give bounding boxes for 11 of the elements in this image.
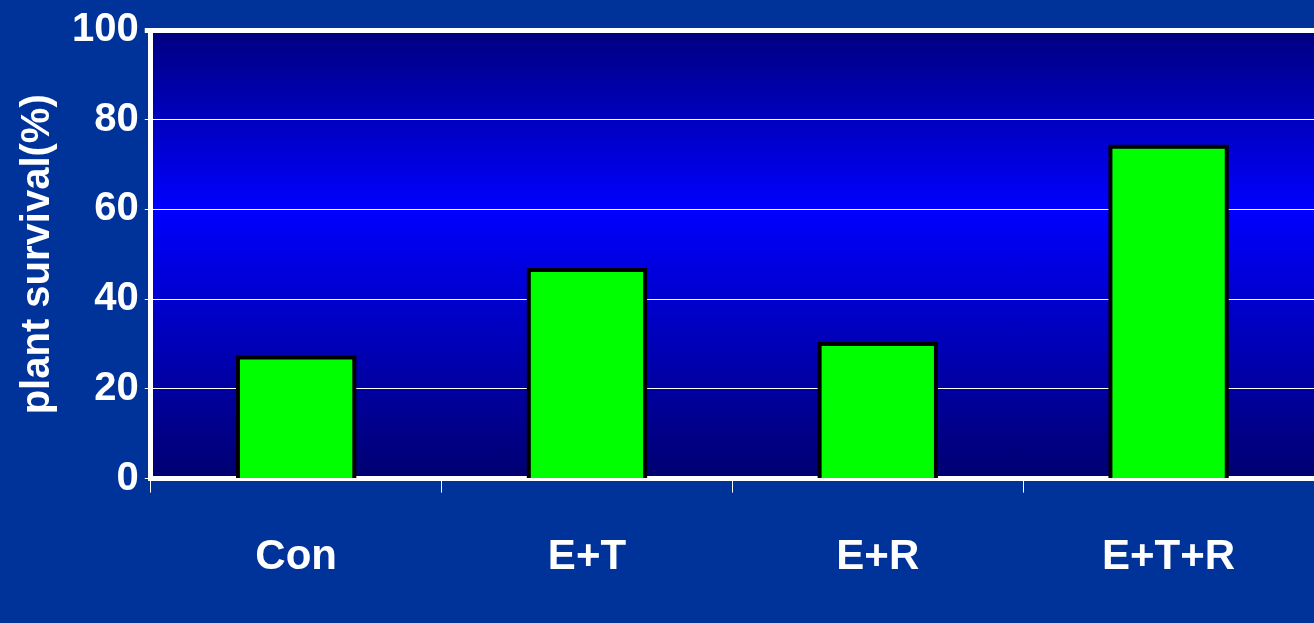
- y-axis-title: plant survival(%): [13, 94, 58, 415]
- y-tick-label: 40: [94, 274, 139, 319]
- x-tick-label: E+T+R: [1102, 531, 1236, 579]
- y-tick-label: 20: [94, 363, 139, 408]
- x-tick-label: E+R: [836, 531, 920, 579]
- y-tick-label: 60: [94, 184, 139, 229]
- y-tick-label: 80: [94, 94, 139, 139]
- y-tick-label: 100: [71, 5, 139, 50]
- x-tick-label: E+T: [547, 531, 627, 579]
- y-tick-label: 0: [116, 453, 139, 498]
- x-tick-label: Con: [255, 531, 337, 579]
